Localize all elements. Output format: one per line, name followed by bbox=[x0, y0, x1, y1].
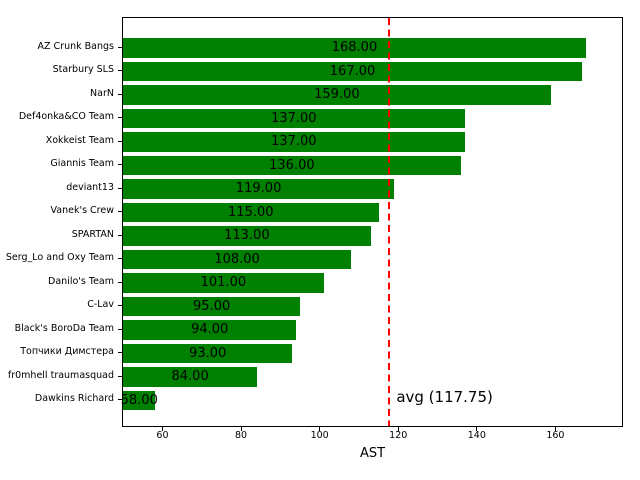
y-tick-label: Vanek's Crew bbox=[50, 205, 114, 217]
bar: 119.00 bbox=[123, 179, 395, 199]
x-tick-mark bbox=[397, 427, 399, 431]
y-tick-mark bbox=[118, 46, 122, 48]
y-tick-mark bbox=[118, 70, 122, 72]
bar-value-label: 93.00 bbox=[189, 345, 227, 361]
bar-value-label: 137.00 bbox=[271, 134, 317, 150]
bar: 84.00 bbox=[123, 367, 258, 387]
bar: 137.00 bbox=[123, 132, 465, 152]
bar-value-label: 115.00 bbox=[228, 204, 274, 220]
bar: 159.00 bbox=[123, 85, 551, 105]
bar: 108.00 bbox=[123, 249, 352, 269]
bar: 94.00 bbox=[123, 320, 297, 340]
x-tick-label: 60 bbox=[156, 430, 169, 441]
x-tick-mark bbox=[161, 427, 163, 431]
x-tick-label: 120 bbox=[389, 430, 408, 441]
y-tick-label: AZ Crunk Bangs bbox=[37, 40, 114, 52]
x-tick-label: 140 bbox=[467, 430, 486, 441]
y-tick-mark bbox=[118, 93, 122, 95]
x-axis-title: AST bbox=[359, 446, 386, 461]
bar: 168.00 bbox=[123, 38, 586, 58]
bar-value-label: 95.00 bbox=[193, 298, 231, 314]
y-tick-label: Starbury SLS bbox=[52, 64, 114, 76]
bar: 113.00 bbox=[123, 226, 371, 246]
x-tick-mark bbox=[240, 427, 242, 431]
bar: 95.00 bbox=[123, 296, 301, 316]
y-tick-mark bbox=[118, 140, 122, 142]
bar-value-label: 167.00 bbox=[329, 63, 376, 79]
bar-value-label: 101.00 bbox=[200, 275, 247, 291]
bar: 136.00 bbox=[123, 155, 461, 175]
y-tick-mark bbox=[118, 281, 122, 283]
y-tick-label: Black's BoroDa Team bbox=[14, 322, 114, 334]
y-tick-mark bbox=[118, 211, 122, 213]
bar: 115.00 bbox=[123, 202, 379, 222]
y-tick-label: NarN bbox=[90, 87, 114, 99]
y-tick-label: Danilo's Team bbox=[48, 275, 114, 287]
y-tick-label: Топчики Димстера bbox=[20, 346, 114, 358]
x-tick-mark bbox=[554, 427, 556, 431]
y-tick-mark bbox=[118, 375, 122, 377]
y-tick-label: Dawkins Richard bbox=[34, 393, 114, 405]
bar-value-label: 168.00 bbox=[331, 40, 378, 56]
bar-value-label: 58.00 bbox=[120, 392, 158, 408]
bar-value-label: 136.00 bbox=[269, 157, 315, 173]
bar: 137.00 bbox=[123, 108, 465, 128]
x-tick-label: 80 bbox=[235, 430, 248, 441]
y-tick-mark bbox=[118, 352, 122, 354]
x-tick-mark bbox=[319, 427, 321, 431]
bar-value-label: 159.00 bbox=[314, 87, 360, 103]
y-tick-label: fr0mhell traumasquad bbox=[7, 369, 114, 381]
y-tick-label: deviant13 bbox=[66, 181, 114, 193]
y-tick-mark bbox=[118, 117, 122, 119]
y-tick-label: Giannis Team bbox=[50, 158, 114, 170]
x-tick-mark bbox=[476, 427, 478, 431]
average-line bbox=[388, 18, 391, 426]
y-tick-label: Def4onka&CO Team bbox=[18, 111, 114, 123]
y-tick-mark bbox=[118, 258, 122, 260]
y-tick-mark bbox=[118, 164, 122, 166]
bar-value-label: 113.00 bbox=[224, 228, 270, 244]
y-tick-mark bbox=[118, 187, 122, 189]
y-tick-label: SPARTAN bbox=[71, 228, 114, 240]
bar: 167.00 bbox=[123, 61, 583, 81]
y-tick-label: Serg_Lo and Oxy Team bbox=[5, 252, 114, 264]
bar-value-label: 137.00 bbox=[271, 110, 317, 126]
y-tick-label: C-Lav bbox=[87, 299, 114, 311]
x-tick-label: 100 bbox=[310, 430, 329, 441]
plot-area: 168.00 167.00 159.00 137.00 137.00 136.00 119.… bbox=[120, 17, 623, 427]
bar: 101.00 bbox=[123, 273, 324, 293]
y-tick-mark bbox=[118, 399, 122, 401]
bar-value-label: 84.00 bbox=[171, 369, 209, 385]
average-line-label: avg (117.75) bbox=[396, 388, 493, 406]
y-tick-label: Xokkeist Team bbox=[45, 134, 114, 146]
bar-value-label: 108.00 bbox=[214, 251, 260, 267]
y-tick-mark bbox=[118, 328, 122, 330]
bar: 93.00 bbox=[123, 343, 293, 363]
bar-value-label: 94.00 bbox=[191, 322, 229, 338]
bar-value-label: 119.00 bbox=[235, 181, 282, 197]
y-tick-mark bbox=[118, 234, 122, 236]
y-tick-mark bbox=[118, 305, 122, 307]
bar: 58.00 bbox=[120, 390, 158, 410]
x-tick-label: 160 bbox=[546, 430, 565, 441]
